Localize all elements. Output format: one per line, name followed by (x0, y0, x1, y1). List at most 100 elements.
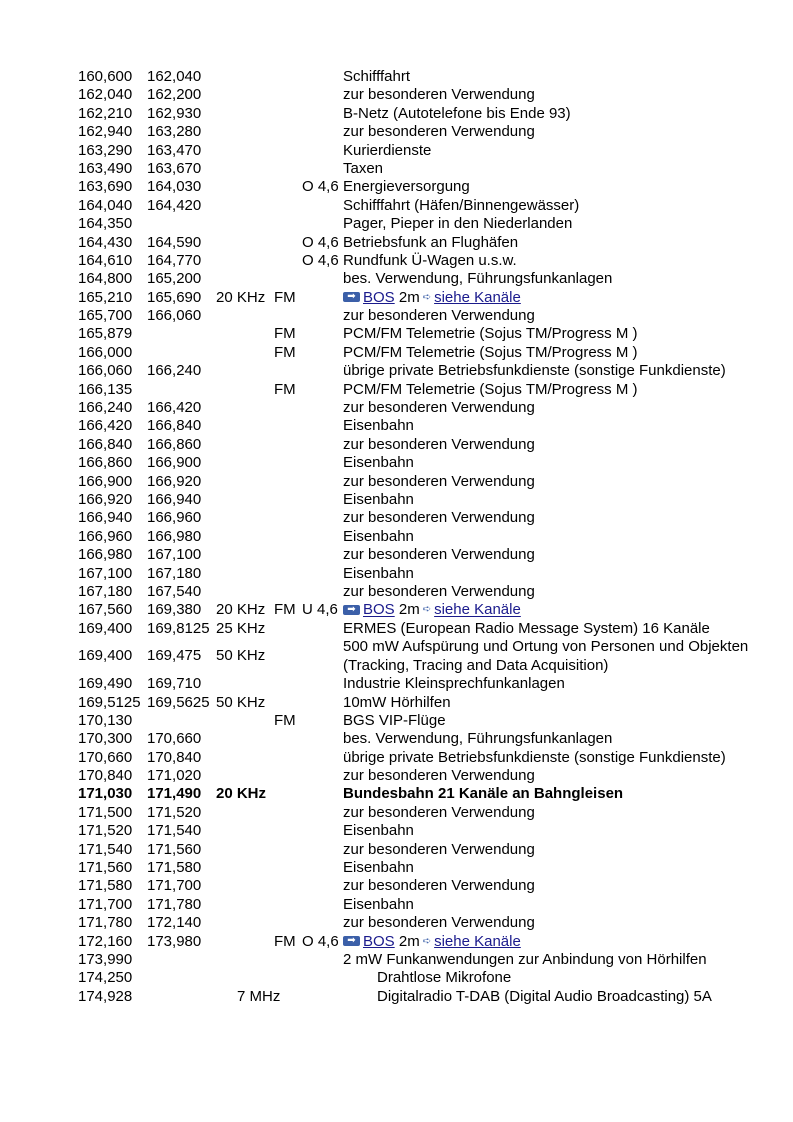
frequency-start: 174,250 (78, 969, 133, 987)
table-row: 167,560 169,380 20 KHz FM U 4,6 ➡ BOS 2m ➪ siehe… (0, 601, 793, 619)
channels-link[interactable]: siehe Kanäle (434, 932, 521, 950)
frequency-start: 165,700 (78, 307, 133, 325)
frequency-end: 162,930 (147, 104, 202, 122)
bandwidth: 20 KHz (216, 601, 266, 619)
frequency-end: 164,030 (147, 178, 202, 196)
frequency-start: 164,350 (78, 215, 133, 233)
frequency-end: 166,940 (147, 490, 202, 508)
frequency-start: 171,560 (78, 859, 133, 877)
channels-link[interactable]: siehe Kanäle (434, 601, 521, 619)
table-row: 167,100 167,180 Eisenbahn (0, 565, 793, 583)
polarization: O 4,6 (302, 251, 339, 269)
table-row: 164,350 Pager, Pieper in den Niederlanden (0, 215, 793, 233)
table-row: 166,420 166,840 Eisenbahn (0, 417, 793, 435)
description: Rundfunk Ü-Wagen u.s.w. (343, 251, 517, 269)
frequency-start: 171,580 (78, 877, 133, 895)
frequency-end: 162,200 (147, 86, 202, 104)
description: Eisenbahn (343, 527, 414, 545)
description: zur besonderen Verwendung (343, 840, 535, 858)
table-row: 166,860 166,900 Eisenbahn (0, 454, 793, 472)
frequency-start: 169,490 (78, 675, 133, 693)
table-row: 169,400 169,475 50 KHz 500 mW Aufspürung un… (0, 638, 793, 675)
frequency-start: 171,030 (78, 785, 133, 803)
modulation: FM (274, 325, 296, 343)
frequency-end: 164,420 (147, 196, 202, 214)
frequency-end: 171,020 (147, 767, 202, 785)
frequency-start: 166,960 (78, 527, 133, 545)
description: Eisenbahn (343, 859, 414, 877)
description: B-Netz (Autotelefone bis Ende 93) (343, 104, 571, 122)
description: Drahtlose Mikrofone (377, 969, 512, 987)
description: BGS VIP-Flüge (343, 711, 446, 729)
frequency-start: 165,210 (78, 288, 133, 306)
description: Digitalradio T-DAB (Digital Audio Broadc… (377, 987, 712, 1005)
polarization: O 4,6 (302, 178, 339, 196)
frequency-start: 166,000 (78, 343, 133, 361)
frequency-end: 165,200 (147, 270, 202, 288)
table-row: 172,160 173,980 FM O 4,6 ➡ BOS 2m ➪ siehe Kanäl… (0, 933, 793, 951)
description: Eisenbahn (343, 564, 414, 582)
frequency-start: 166,920 (78, 490, 133, 508)
description: 500 mW Aufspürung und Ortung von Persone… (343, 638, 749, 674)
table-row: 171,780 172,140 zur besonderen Verwendung (0, 914, 793, 932)
band-label: 2m (398, 932, 420, 950)
bos-link[interactable]: BOS (363, 932, 395, 950)
frequency-start: 164,800 (78, 270, 133, 288)
frequency-end: 173,980 (147, 932, 202, 950)
bandwidth: 50 KHz (216, 647, 266, 665)
table-row: 171,700 171,780 Eisenbahn (0, 896, 793, 914)
table-row: 164,610 164,770 O 4,6 Rundfunk Ü-Wagen u.s.… (0, 252, 793, 270)
frequency-end: 166,840 (147, 417, 202, 435)
table-row: 165,210 165,690 20 KHz FM ➡ BOS 2m ➪ siehe Kanä… (0, 289, 793, 307)
table-row: 166,960 166,980 Eisenbahn (0, 528, 793, 546)
polarization: O 4,6 (302, 932, 339, 950)
table-row: 166,900 166,920 zur besonderen Verwendung (0, 473, 793, 491)
description: zur besonderen Verwendung (343, 307, 535, 325)
frequency-start: 171,500 (78, 803, 133, 821)
frequency-end: 163,280 (147, 123, 202, 141)
small-arrow-icon: ➪ (422, 935, 432, 947)
table-row: 166,060 166,240 übrige private Betriebsfun… (0, 362, 793, 380)
frequency-end: 169,8125 (147, 619, 210, 637)
description: zur besonderen Verwendung (343, 86, 535, 104)
bos-link[interactable]: BOS (363, 288, 395, 306)
description: Kurierdienste (343, 141, 432, 159)
frequency-start: 167,180 (78, 582, 133, 600)
description: ERMES (European Radio Message System) 16… (343, 619, 710, 637)
description: Betriebsfunk an Flughäfen (343, 233, 519, 251)
bos-entry: ➡ BOS 2m ➪ siehe Kanäle (343, 933, 521, 952)
frequency-start: 162,210 (78, 104, 133, 122)
frequency-start: 171,520 (78, 822, 133, 840)
bos-entry: ➡ BOS 2m ➪ siehe Kanäle (343, 289, 521, 308)
frequency-start: 165,879 (78, 325, 133, 343)
table-row: 170,300 170,660 bes. Verwendung, Führungsf… (0, 730, 793, 748)
modulation: FM (274, 380, 296, 398)
table-row: 169,400 169,8125 25 KHz ERMES (European Rad… (0, 620, 793, 638)
table-row: 170,660 170,840 übrige private Betriebsfun… (0, 749, 793, 767)
description: Schifffahrt (Häfen/Binnengewässer) (343, 196, 580, 214)
frequency-end: 166,980 (147, 527, 202, 545)
frequency-start: 160,600 (78, 68, 133, 85)
frequency-end: 171,700 (147, 877, 202, 895)
description: PCM/FM Telemetrie (Sojus TM/Progress M ) (343, 343, 638, 361)
description: PCM/FM Telemetrie (Sojus TM/Progress M ) (343, 325, 638, 343)
frequency-end: 167,180 (147, 564, 202, 582)
bos-link[interactable]: BOS (363, 601, 395, 619)
description: zur besonderen Verwendung (343, 914, 535, 932)
frequency-end: 171,490 (147, 785, 202, 803)
frequency-start: 162,040 (78, 86, 133, 104)
frequency-end: 163,470 (147, 141, 202, 159)
table-row: 171,030 171,490 20 KHz Bundesbahn 21 Kanäle… (0, 785, 793, 803)
table-row: 171,560 171,580 Eisenbahn (0, 859, 793, 877)
frequency-start: 167,100 (78, 564, 133, 582)
description: übrige private Betriebsfunkdienste (sons… (343, 748, 726, 766)
description: Eisenbahn (343, 454, 414, 472)
description: zur besonderen Verwendung (343, 877, 535, 895)
description: Industrie Kleinsprechfunkanlagen (343, 675, 565, 693)
arrow-right-icon: ➡ (343, 935, 360, 946)
channels-link[interactable]: siehe Kanäle (434, 288, 521, 306)
frequency-start: 171,700 (78, 895, 133, 913)
table-row: 163,490 163,670 Taxen (0, 160, 793, 178)
table-row: 171,540 171,560 zur besonderen Verwendung (0, 841, 793, 859)
bos-entry: ➡ BOS 2m ➪ siehe Kanäle (343, 601, 521, 620)
